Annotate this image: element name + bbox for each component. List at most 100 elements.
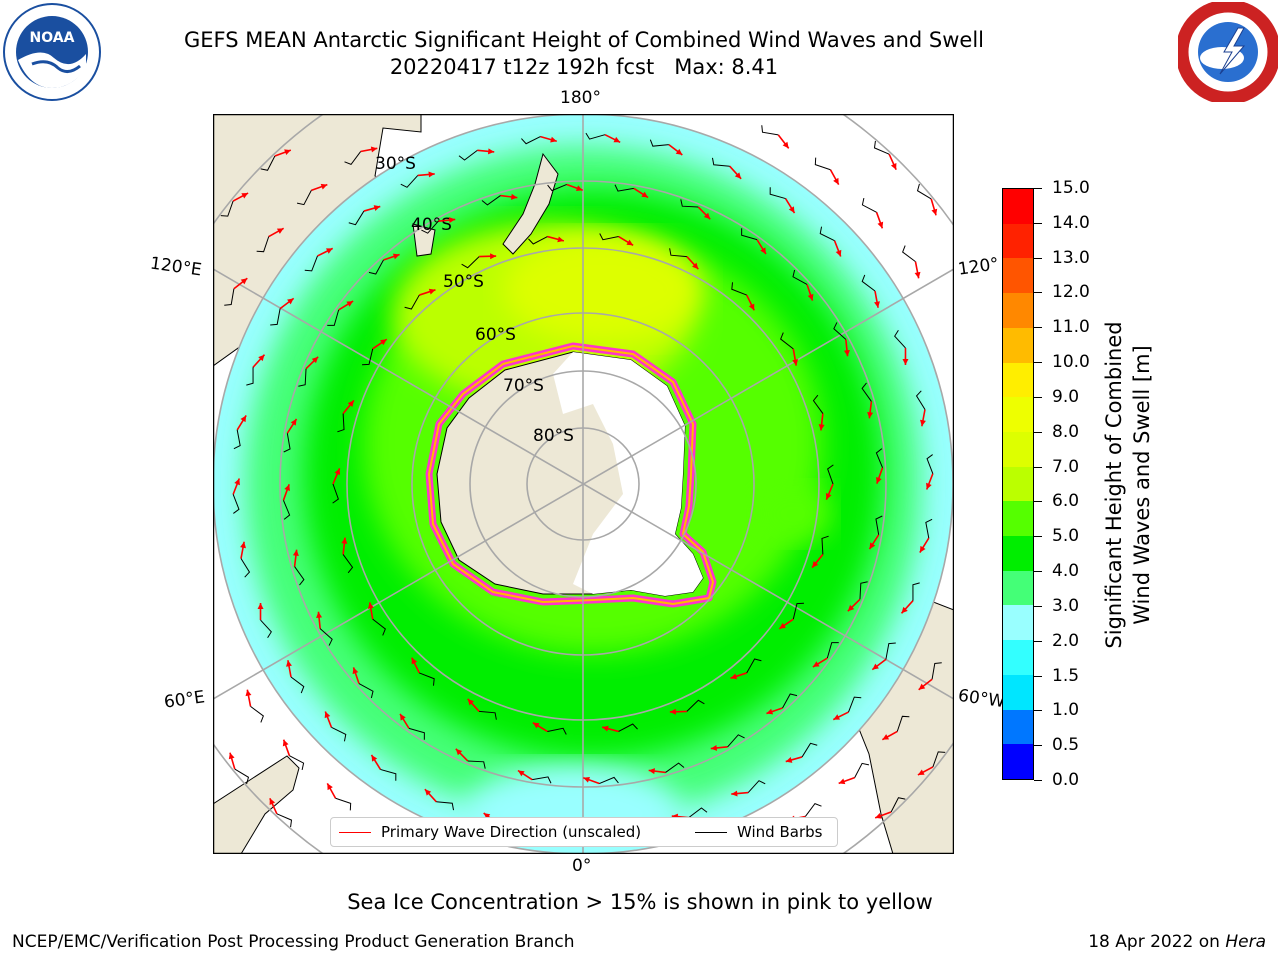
- wind-barb: [812, 394, 824, 414]
- colorbar-segment: [1003, 605, 1033, 641]
- wind-barb: [547, 727, 567, 735]
- wind-barb: [585, 132, 606, 140]
- colorbar-segment: [1003, 189, 1033, 224]
- wind-barb: [332, 483, 339, 504]
- wind-barb: [276, 813, 293, 828]
- wave-arrow-head: [760, 247, 766, 255]
- colorbar-tick-mark: [1034, 188, 1042, 189]
- wave-arrow-head: [428, 171, 435, 178]
- wave-arrow-head: [411, 657, 418, 665]
- colorbar-tick-label: 1.5: [1052, 665, 1080, 686]
- colorbar-segment: [1003, 570, 1033, 606]
- colorbar-tick-label: 0.0: [1052, 770, 1080, 790]
- wind-barb: [761, 125, 779, 136]
- wave-arrow-head: [730, 673, 738, 680]
- wind-barb: [848, 696, 862, 713]
- colorbar-tick-label: 8.0: [1052, 421, 1080, 442]
- wind-barb: [380, 768, 397, 781]
- colorbar-tick-label: 9.0: [1052, 386, 1080, 407]
- sea-ice-note: Sea Ice Concentration > 15% is shown in …: [347, 890, 933, 914]
- wave-arrow-head: [269, 798, 276, 805]
- colorbar-tick-mark: [1034, 640, 1042, 642]
- wave-arrow-head: [576, 185, 583, 191]
- wind-barb: [916, 183, 932, 200]
- wave-arrow-head: [710, 744, 718, 751]
- wind-barb: [875, 515, 883, 535]
- wind-barb: [859, 581, 868, 600]
- wave-arrow-head: [311, 356, 319, 364]
- wind-barb: [436, 801, 455, 811]
- wind-barb: [833, 322, 847, 340]
- colorbar-segment: [1003, 501, 1033, 537]
- wind-barb: [404, 294, 420, 310]
- wave-arrow-head: [240, 278, 248, 285]
- wind-barb: [256, 236, 270, 253]
- wave-arrow-head: [874, 301, 880, 308]
- wave-arrow-head: [400, 713, 406, 721]
- wind-barb: [342, 554, 354, 574]
- wave-arrow-head: [734, 172, 742, 179]
- wave-arrow-head: [367, 602, 374, 609]
- lon-label-60w: 60°W: [956, 685, 1007, 713]
- wave-arrow-head: [240, 541, 246, 549]
- wind-barb: [769, 187, 786, 200]
- colorbar-tick-label: 13.0: [1052, 247, 1090, 268]
- wave-arrow-head: [370, 146, 378, 153]
- wave-arrow-head: [347, 400, 354, 407]
- lat-label-40s: 40°S: [411, 215, 452, 235]
- lat-label-70s: 70°S: [503, 376, 544, 396]
- wind-barb: [826, 642, 839, 659]
- wave-arrow-head: [276, 228, 284, 234]
- wind-barb: [861, 382, 872, 402]
- wave-arrow-head: [931, 208, 938, 216]
- colorbar-segment: [1003, 674, 1033, 710]
- wave-arrow-head: [731, 790, 738, 797]
- wave-arrow-head: [812, 561, 819, 568]
- wind-barb: [532, 776, 552, 784]
- footer-date: 18 Apr 2022 on Hera: [1088, 932, 1266, 952]
- wave-arrow-head: [843, 349, 850, 357]
- wave-arrow-head: [919, 545, 926, 553]
- title-line-2: 20220417 t12z 192h fcst Max: 8.41: [389, 55, 779, 79]
- wind-barb: [741, 228, 758, 241]
- wind-barb: [688, 807, 708, 819]
- wind-barb: [931, 662, 942, 680]
- wind-barb: [875, 448, 884, 468]
- wind-barb: [896, 715, 910, 732]
- wind-barb: [925, 518, 933, 539]
- colorbar: [1002, 188, 1034, 780]
- wind-barb: [270, 308, 281, 326]
- wind-barb: [528, 236, 548, 245]
- colorbar-tick-mark: [1034, 257, 1042, 259]
- wave-arrow-head: [490, 253, 497, 260]
- svg-text:NOAA: NOAA: [30, 30, 75, 46]
- colorbar-tick-mark: [1034, 605, 1042, 607]
- wave-arrow-head: [626, 239, 634, 246]
- wave-arrow-head: [557, 236, 564, 243]
- wind-barb: [421, 220, 439, 234]
- wind-barb: [461, 256, 480, 269]
- wind-barb: [290, 676, 305, 694]
- wave-arrow-head: [641, 191, 649, 198]
- colorbar-tick-label: 6.0: [1052, 491, 1080, 512]
- wave-arrow-head: [334, 468, 341, 476]
- wind-barb: [327, 309, 340, 326]
- lat-label-60s: 60°S: [475, 325, 516, 345]
- wind-barb: [282, 500, 291, 520]
- wind-barb: [854, 762, 870, 778]
- wind-barb: [915, 390, 926, 410]
- wind-barb: [649, 139, 669, 147]
- wind-barb: [792, 602, 804, 620]
- wind-barb: [814, 157, 831, 171]
- colorbar-tick-mark: [1034, 362, 1042, 364]
- wave-arrow-head: [532, 722, 540, 729]
- colorbar-segment: [1003, 640, 1033, 675]
- wave-arrow-head: [241, 193, 249, 199]
- wave-arrow-head: [918, 683, 926, 690]
- wind-barb: [680, 199, 699, 208]
- wave-arrow-head: [257, 603, 264, 610]
- wave-arrow-head: [510, 193, 518, 200]
- wave-arrow-head: [648, 768, 656, 775]
- colorbar-tick-label: 14.0: [1052, 212, 1090, 233]
- wind-barb: [792, 269, 808, 285]
